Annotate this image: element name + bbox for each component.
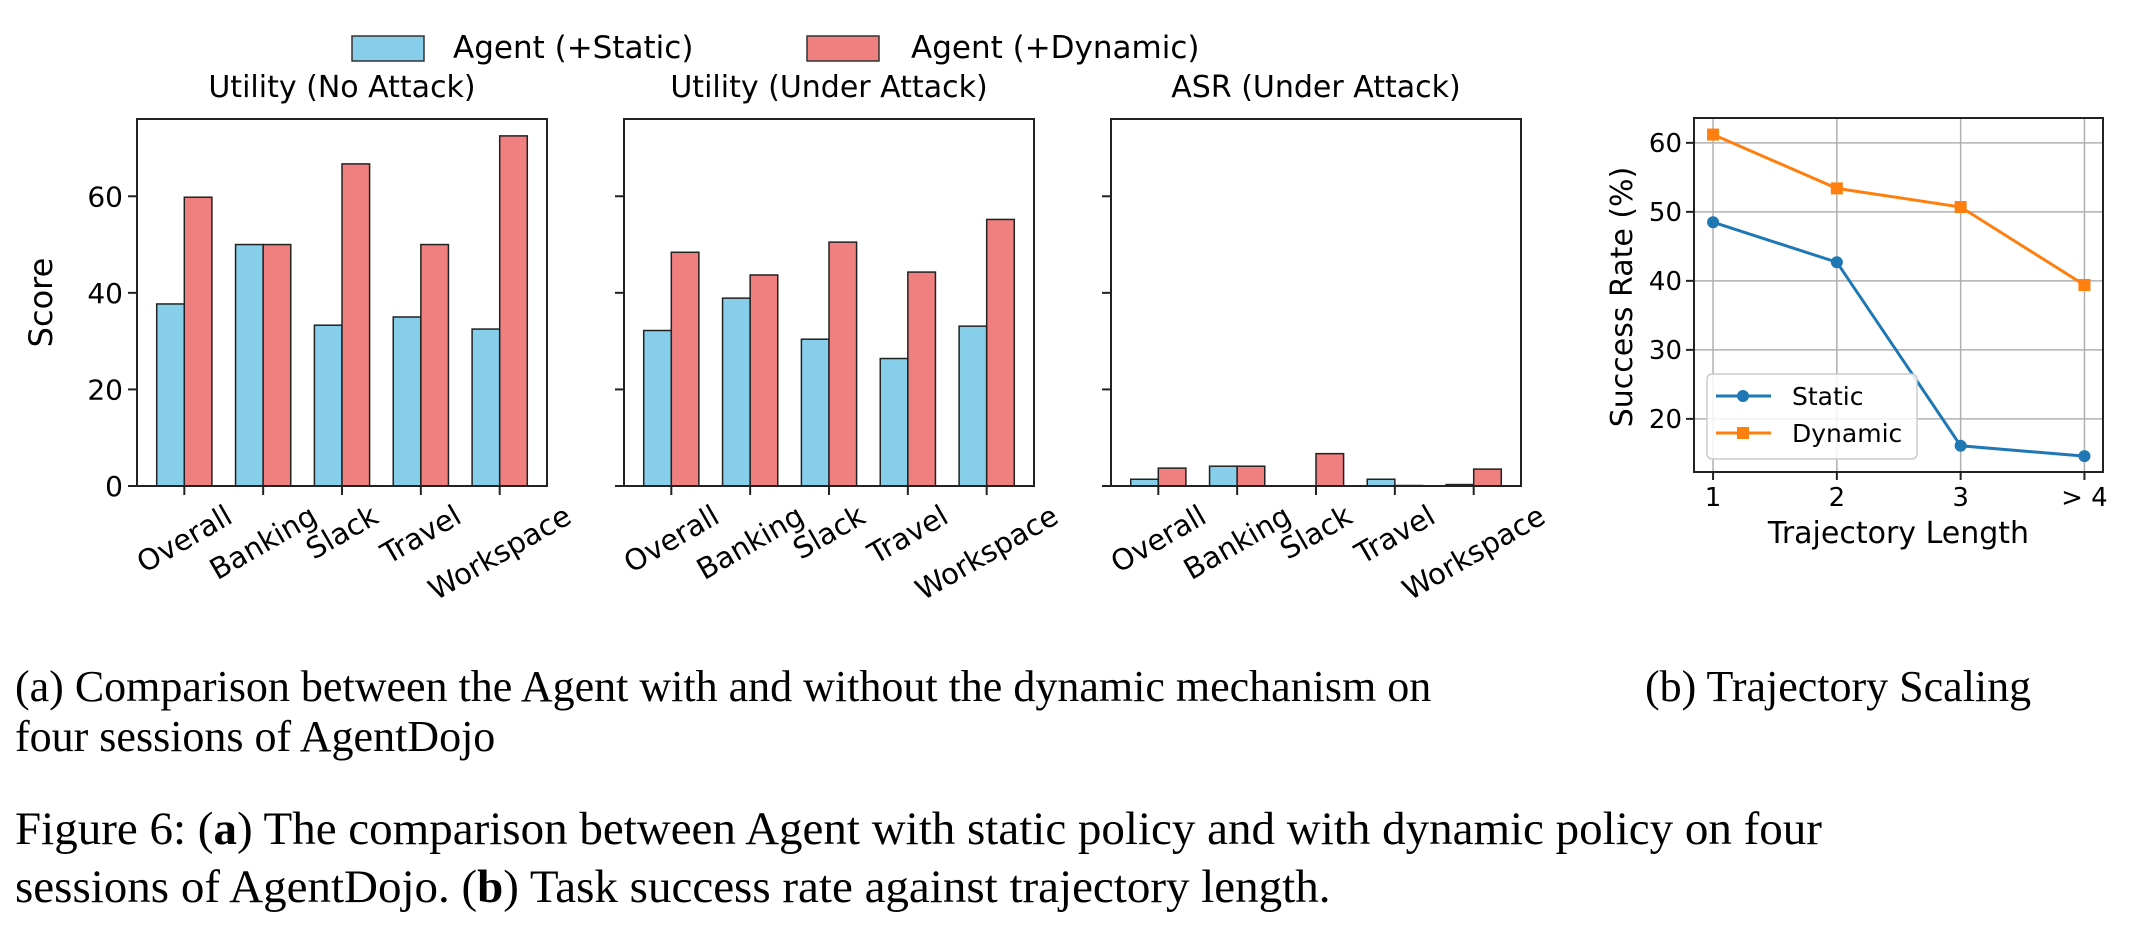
top-legend: Agent (+Static) Agent (+Dynamic) bbox=[351, 30, 1200, 66]
bar-workspace-dynamic bbox=[1472, 468, 1503, 487]
y-tick-label: 40 bbox=[1649, 267, 1682, 297]
bar-banking-dynamic bbox=[262, 243, 292, 487]
x-axis-label: Trajectory Length bbox=[1767, 516, 2029, 551]
bar-slack-dynamic bbox=[341, 163, 371, 487]
bar-panel-3: ASR (Under Attack)OverallBankingSlackTra… bbox=[1102, 70, 1551, 607]
bar-banking-static bbox=[721, 297, 751, 487]
x-tick-label: > 4 bbox=[2061, 483, 2108, 513]
caption-text-a: ) The comparison between Agent with stat… bbox=[236, 803, 1822, 855]
figure-caption: Figure 6: (a) The comparison between Age… bbox=[15, 800, 1822, 916]
x-tick-label: 3 bbox=[1952, 483, 1969, 513]
bar-panel-2: Utility (Under Attack)OverallBankingSlac… bbox=[615, 70, 1064, 607]
x-tick-label: 1 bbox=[1705, 483, 1722, 513]
y-tick-label: 40 bbox=[87, 277, 123, 310]
figure-label: Figure 6: bbox=[15, 803, 198, 855]
line-panel: 20 30 40 50 60 1 2 3 > 4 Static Dynamic Trajectory … bbox=[1605, 117, 2108, 551]
caption-line2-start: sessions of AgentDojo. ( bbox=[15, 861, 478, 913]
caption-a-line1: (a) Comparison between the Agent with an… bbox=[15, 662, 1432, 711]
point-static bbox=[1830, 256, 1843, 269]
point-dynamic bbox=[1954, 201, 1967, 214]
caption-a-line2: four sessions of AgentDojo bbox=[15, 712, 496, 761]
bar-banking-dynamic bbox=[1236, 465, 1266, 487]
point-dynamic bbox=[2078, 278, 2091, 291]
point-static bbox=[1707, 216, 1720, 229]
point-static bbox=[1954, 439, 1967, 452]
caption-a: (a) Comparison between the Agent with an… bbox=[15, 662, 1431, 762]
figure-caption-line2: sessions of AgentDojo. (b) Task success … bbox=[15, 858, 1822, 916]
bar-slack-static bbox=[800, 338, 830, 487]
bar-workspace-dynamic bbox=[985, 218, 1016, 487]
bar-banking-dynamic bbox=[749, 274, 779, 487]
legend-label: Dynamic bbox=[1792, 419, 1902, 448]
bar-travel-static bbox=[392, 316, 422, 487]
x-tick-label: Slack bbox=[300, 498, 384, 566]
x-tick-label: Slack bbox=[1274, 498, 1358, 566]
axes-frame bbox=[1693, 117, 2104, 473]
point-dynamic bbox=[1830, 182, 1843, 195]
y-tick-label: 60 bbox=[87, 180, 123, 213]
legend-swatch-static bbox=[351, 35, 425, 62]
bar-overall-static bbox=[1129, 478, 1160, 487]
panel-title: ASR (Under Attack) bbox=[1171, 70, 1460, 105]
caption-b: (b) Trajectory Scaling bbox=[1645, 662, 2032, 711]
y-axis-label: Score bbox=[22, 258, 60, 348]
bar-travel-dynamic bbox=[907, 271, 937, 487]
legend-marker-circle bbox=[1737, 390, 1749, 402]
bar-travel-dynamic bbox=[420, 243, 450, 487]
bar-banking-static bbox=[1208, 465, 1238, 487]
bar-panel-1: Utility (No Attack)0204060ScoreOverallBa… bbox=[22, 70, 577, 607]
bar-slack-dynamic bbox=[1315, 452, 1345, 487]
bar-overall-dynamic bbox=[670, 251, 700, 487]
panel-title: Utility (No Attack) bbox=[208, 70, 475, 105]
axes-frame bbox=[1110, 118, 1522, 487]
caption-bold-b: b bbox=[477, 861, 504, 913]
y-tick-label: 60 bbox=[1649, 129, 1682, 159]
figure-caption-line1: Figure 6: (a) The comparison between Age… bbox=[15, 800, 1822, 858]
bar-workspace-static bbox=[471, 328, 501, 487]
bar-overall-dynamic bbox=[1157, 467, 1187, 487]
legend-label-static: Agent (+Static) bbox=[453, 30, 693, 66]
series-line-dynamic bbox=[1712, 133, 2086, 287]
point-static bbox=[2078, 450, 2091, 463]
bar-travel-static bbox=[879, 357, 909, 487]
y-tick-label: 0 bbox=[105, 470, 123, 503]
bar-overall-static bbox=[642, 329, 673, 487]
y-tick-label: 20 bbox=[1649, 405, 1682, 435]
y-tick-label: 30 bbox=[1649, 336, 1682, 366]
caption-paren: ( bbox=[197, 803, 214, 855]
x-tick-label: 2 bbox=[1829, 483, 1846, 513]
x-tick-label: Slack bbox=[787, 498, 871, 566]
bar-slack-static bbox=[313, 324, 343, 487]
bar-overall-dynamic bbox=[183, 196, 213, 487]
legend-marker-square bbox=[1737, 427, 1749, 439]
caption-text-b: ) Task success rate against trajectory l… bbox=[503, 861, 1331, 913]
bar-overall-static bbox=[155, 303, 186, 487]
bar-workspace-static bbox=[958, 325, 988, 487]
legend-label: Static bbox=[1792, 382, 1863, 411]
caption-bold-a: a bbox=[213, 803, 237, 855]
bar-banking-static bbox=[234, 243, 264, 487]
series-line-static bbox=[1712, 220, 2085, 458]
bar-travel-static bbox=[1366, 478, 1396, 487]
y-axis-label: Success Rate (%) bbox=[1605, 167, 1640, 428]
point-dynamic bbox=[1707, 128, 1720, 141]
y-tick-label: 20 bbox=[87, 373, 123, 406]
legend-swatch-dynamic bbox=[806, 35, 880, 62]
bar-workspace-dynamic bbox=[498, 135, 529, 487]
y-tick-label: 50 bbox=[1649, 198, 1682, 228]
panel-title: Utility (Under Attack) bbox=[670, 70, 987, 105]
line-legend: Static Dynamic bbox=[1706, 373, 1918, 460]
bar-slack-dynamic bbox=[828, 241, 858, 487]
legend-label-dynamic: Agent (+Dynamic) bbox=[911, 30, 1200, 66]
